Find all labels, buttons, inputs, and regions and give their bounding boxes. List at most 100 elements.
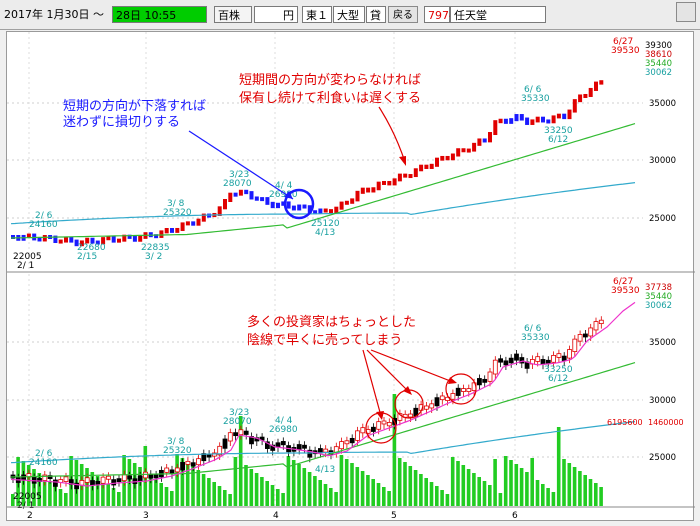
menu-button[interactable] — [676, 2, 696, 22]
volume-bar — [493, 459, 497, 506]
market-field[interactable]: 東１ — [302, 6, 332, 23]
volume-bar — [95, 476, 100, 506]
axis-value: 30062 — [645, 301, 672, 311]
bottom-chart-labels: 6/27 39530 6/ 6 35330 33250 6/12 3/23 28… — [13, 277, 640, 511]
candle-body — [492, 359, 498, 375]
price-block — [302, 204, 307, 209]
candle-body — [238, 429, 244, 436]
top-label-date: 3/ 8 — [167, 199, 185, 209]
price-block — [233, 192, 238, 197]
volume-bar — [138, 467, 142, 506]
candle-body — [461, 388, 466, 392]
price-block — [360, 187, 365, 194]
price-block — [132, 235, 137, 242]
volume-bar — [551, 492, 556, 506]
candle-body — [466, 388, 472, 392]
price-block — [450, 153, 455, 161]
price-block — [551, 115, 556, 124]
price-block — [382, 180, 386, 185]
back-button[interactable]: 戻る — [388, 6, 418, 23]
price-block — [498, 118, 503, 124]
volume-bar — [387, 491, 391, 506]
top-label-date: 6/ 6 — [524, 85, 542, 95]
candle-body — [370, 426, 376, 432]
volume-bar — [270, 485, 275, 506]
candle-body — [264, 441, 270, 449]
candle-body — [429, 403, 435, 409]
price-block — [556, 113, 561, 119]
volume-bar — [106, 484, 110, 506]
candle-body — [217, 445, 223, 456]
candle-body — [100, 476, 106, 484]
candle-body — [540, 359, 546, 365]
volume-bar — [535, 480, 540, 506]
price-block — [122, 234, 127, 242]
volume-bar — [366, 475, 370, 506]
price-block — [350, 198, 355, 204]
size-field[interactable]: 大型 — [333, 6, 365, 23]
share-unit-field[interactable]: 百株 — [214, 6, 252, 23]
price-block — [419, 164, 424, 172]
top-label-value: 24160 — [29, 220, 58, 230]
top-label-value: 39530 — [611, 46, 640, 56]
volume-bar — [519, 468, 524, 506]
volume-bar — [488, 485, 492, 506]
axis-value: 25000 — [649, 214, 676, 224]
axis-value: 30000 — [649, 396, 676, 406]
red-highlight-circle — [365, 412, 397, 444]
price-block — [154, 234, 159, 239]
date-from-label: 2017年 1月30日 ～ — [4, 8, 104, 21]
company-field[interactable]: 任天堂 — [450, 6, 546, 23]
candle-body — [323, 448, 329, 453]
volume-bar — [286, 456, 291, 506]
price-block — [159, 230, 164, 238]
price-block — [493, 120, 498, 136]
candle-body — [190, 462, 196, 467]
volume-bar — [572, 467, 577, 506]
volume-bar — [392, 394, 397, 506]
top-price-axis: 39300 38610 35440 30062 35000 30000 2500… — [645, 41, 676, 224]
bottom-label-value: 39530 — [611, 286, 640, 296]
volume-bar — [350, 463, 354, 506]
price-block — [281, 201, 286, 206]
price-block — [567, 109, 572, 120]
volume-bar — [265, 481, 269, 506]
bottom-annotations: 多くの投資家はちょっとした 陰線で早くに売ってしまう — [247, 314, 416, 348]
candle-body — [561, 355, 567, 361]
volume-bar — [170, 491, 174, 506]
candle-body — [95, 480, 101, 485]
price-block — [572, 99, 577, 113]
top-label-value: 26980 — [269, 190, 298, 200]
candle-body — [551, 355, 556, 363]
price-block — [85, 237, 90, 244]
price-block — [424, 164, 429, 169]
candle-body — [381, 420, 387, 425]
top-label-value: 33250 — [544, 126, 573, 136]
volume-bar — [180, 458, 185, 506]
axis-value: 37738 — [645, 283, 672, 293]
price-block — [286, 201, 291, 209]
date-to-field[interactable]: 28日 10:55 — [112, 6, 207, 23]
candle-body — [185, 460, 191, 465]
red-annotation-line: 短期間の方向が変わらなければ — [239, 72, 421, 88]
volume-bar — [11, 494, 15, 506]
chart-canvas: 6/27 39530 6/ 6 35330 33250 6/12 3/23 28… — [7, 32, 695, 521]
account-field[interactable]: 貸 — [366, 6, 386, 23]
price-block — [74, 239, 79, 247]
price-block — [180, 222, 185, 231]
red-highlight-circle — [394, 389, 424, 419]
blue-annotation-line: 短期の方向が下落すれば — [63, 98, 206, 114]
top-label-value: 22005 — [13, 252, 42, 262]
volume-bar — [244, 465, 248, 506]
price-block — [371, 187, 376, 193]
bottom-candles — [10, 316, 604, 494]
candle-body — [498, 358, 504, 363]
price-block — [482, 138, 487, 143]
volume-bar — [503, 456, 508, 506]
candle-body — [90, 480, 95, 486]
price-block — [185, 221, 190, 226]
volume-bar — [48, 481, 52, 506]
currency-field[interactable]: 円 — [254, 6, 298, 23]
price-block — [276, 202, 280, 209]
code-field[interactable]: 7974 — [424, 6, 456, 23]
